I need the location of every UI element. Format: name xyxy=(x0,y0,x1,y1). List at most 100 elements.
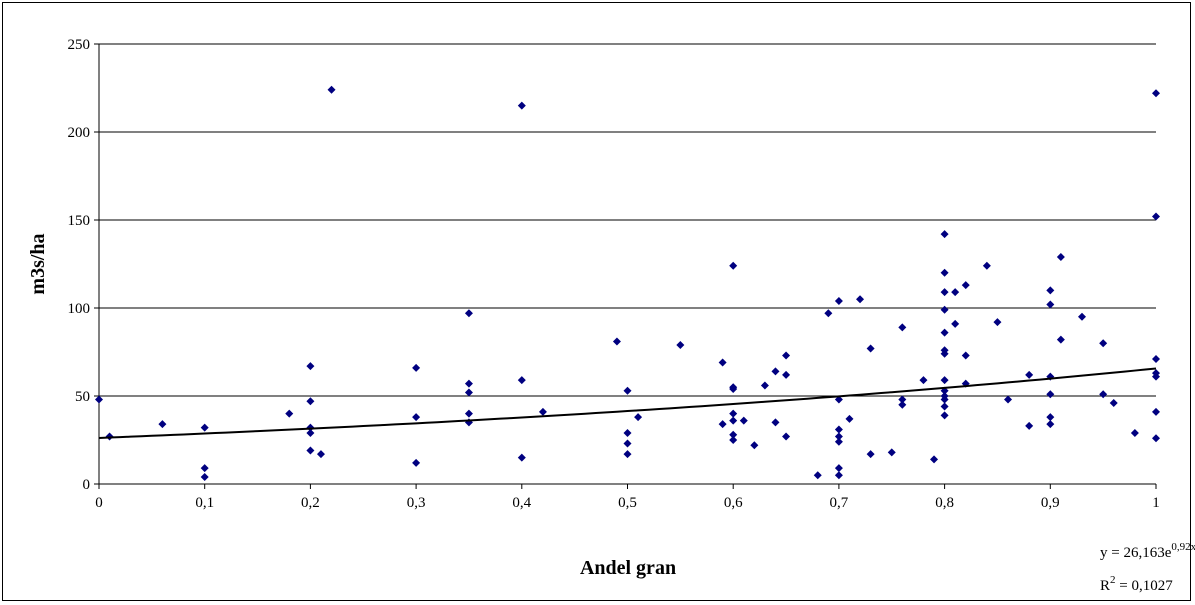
data-point xyxy=(834,464,843,473)
data-point xyxy=(612,337,621,346)
x-tick-label: 0,2 xyxy=(301,495,320,511)
data-point xyxy=(729,416,738,425)
data-point xyxy=(1004,395,1013,404)
x-tick-label: 1 xyxy=(1152,495,1160,511)
data-point xyxy=(951,288,960,297)
data-point xyxy=(824,309,833,318)
data-point xyxy=(834,395,843,404)
data-point xyxy=(623,428,632,437)
x-tick-label: 0,4 xyxy=(512,495,531,511)
data-point xyxy=(1109,399,1118,408)
data-point xyxy=(412,363,421,372)
data-point xyxy=(771,367,780,376)
data-point xyxy=(1152,434,1160,443)
data-point xyxy=(887,448,896,457)
data-point xyxy=(940,349,949,358)
data-point xyxy=(940,230,949,239)
y-axis-label: m3s/ha xyxy=(27,233,49,294)
data-points xyxy=(95,85,1160,481)
data-point xyxy=(1152,355,1160,364)
data-point xyxy=(782,351,791,360)
data-point xyxy=(729,430,738,439)
data-point xyxy=(940,268,949,277)
data-point xyxy=(718,420,727,429)
data-point xyxy=(750,441,759,450)
y-tick-label: 50 xyxy=(75,389,90,405)
data-point xyxy=(517,101,526,110)
data-point xyxy=(866,450,875,459)
data-point xyxy=(1099,390,1108,399)
data-point xyxy=(1152,89,1160,98)
data-point xyxy=(834,437,843,446)
x-axis-label: Andel gran xyxy=(580,557,676,579)
data-point xyxy=(930,455,939,464)
data-point xyxy=(919,376,928,385)
tick-labels: 0 50 100 150 200 250 0 0,1 0,2 0,3 0,4 0,5 0,6 0,7 0,8… xyxy=(68,37,1160,511)
data-point xyxy=(1152,372,1160,381)
data-point xyxy=(676,340,685,349)
data-point xyxy=(729,261,738,270)
data-point xyxy=(739,416,748,425)
data-point xyxy=(517,376,526,385)
data-point xyxy=(898,323,907,332)
data-point xyxy=(200,472,209,481)
data-point xyxy=(158,420,167,429)
data-point xyxy=(718,358,727,367)
data-point xyxy=(771,418,780,427)
data-point xyxy=(1046,390,1055,399)
data-point xyxy=(412,413,421,422)
data-point xyxy=(464,388,473,397)
y-tick-label: 250 xyxy=(68,37,91,53)
data-point xyxy=(982,261,991,270)
data-point xyxy=(898,400,907,409)
x-tick-label: 0,3 xyxy=(407,495,426,511)
data-point xyxy=(1025,370,1034,379)
data-point xyxy=(940,328,949,337)
data-point xyxy=(1025,421,1034,430)
x-tick-label: 0 xyxy=(95,495,103,511)
data-point xyxy=(940,402,949,411)
y-tick-label: 0 xyxy=(83,477,91,493)
data-point xyxy=(517,453,526,462)
gridlines xyxy=(99,43,1156,397)
data-point xyxy=(95,395,103,404)
y-tick-label: 150 xyxy=(68,213,91,229)
data-point xyxy=(200,464,209,473)
data-point xyxy=(940,288,949,297)
data-point xyxy=(538,407,547,416)
data-point xyxy=(834,471,843,480)
data-point xyxy=(729,409,738,418)
data-point xyxy=(834,432,843,441)
data-point xyxy=(993,318,1002,327)
data-point xyxy=(306,428,315,437)
x-tick-label: 0,6 xyxy=(724,495,743,511)
r-squared-exponent: 2 xyxy=(1110,574,1116,586)
data-point xyxy=(940,395,949,404)
data-point xyxy=(898,395,907,404)
data-point xyxy=(327,85,336,94)
y-tick-label: 100 xyxy=(68,301,91,317)
data-point xyxy=(856,295,865,304)
r-squared-prefix: R xyxy=(1100,578,1110,594)
data-point xyxy=(1056,335,1065,344)
data-point xyxy=(1152,212,1160,221)
y-tick-label: 200 xyxy=(68,125,91,141)
data-point xyxy=(412,458,421,467)
data-point xyxy=(1046,413,1055,422)
data-point xyxy=(1130,428,1139,437)
data-point xyxy=(1078,312,1087,321)
x-tick-label: 0,7 xyxy=(830,495,849,511)
axes xyxy=(94,43,1157,489)
data-point xyxy=(316,450,325,459)
data-point xyxy=(729,436,738,444)
data-point xyxy=(1046,420,1055,429)
data-point xyxy=(623,386,632,395)
data-point xyxy=(834,296,843,305)
trendline-r-squared: R2 = 0,1027 xyxy=(1100,574,1173,594)
data-point xyxy=(306,397,315,406)
data-point xyxy=(1099,339,1108,348)
data-point xyxy=(940,376,949,385)
data-point xyxy=(306,446,315,455)
r-squared-value: = 0,1027 xyxy=(1116,578,1174,594)
